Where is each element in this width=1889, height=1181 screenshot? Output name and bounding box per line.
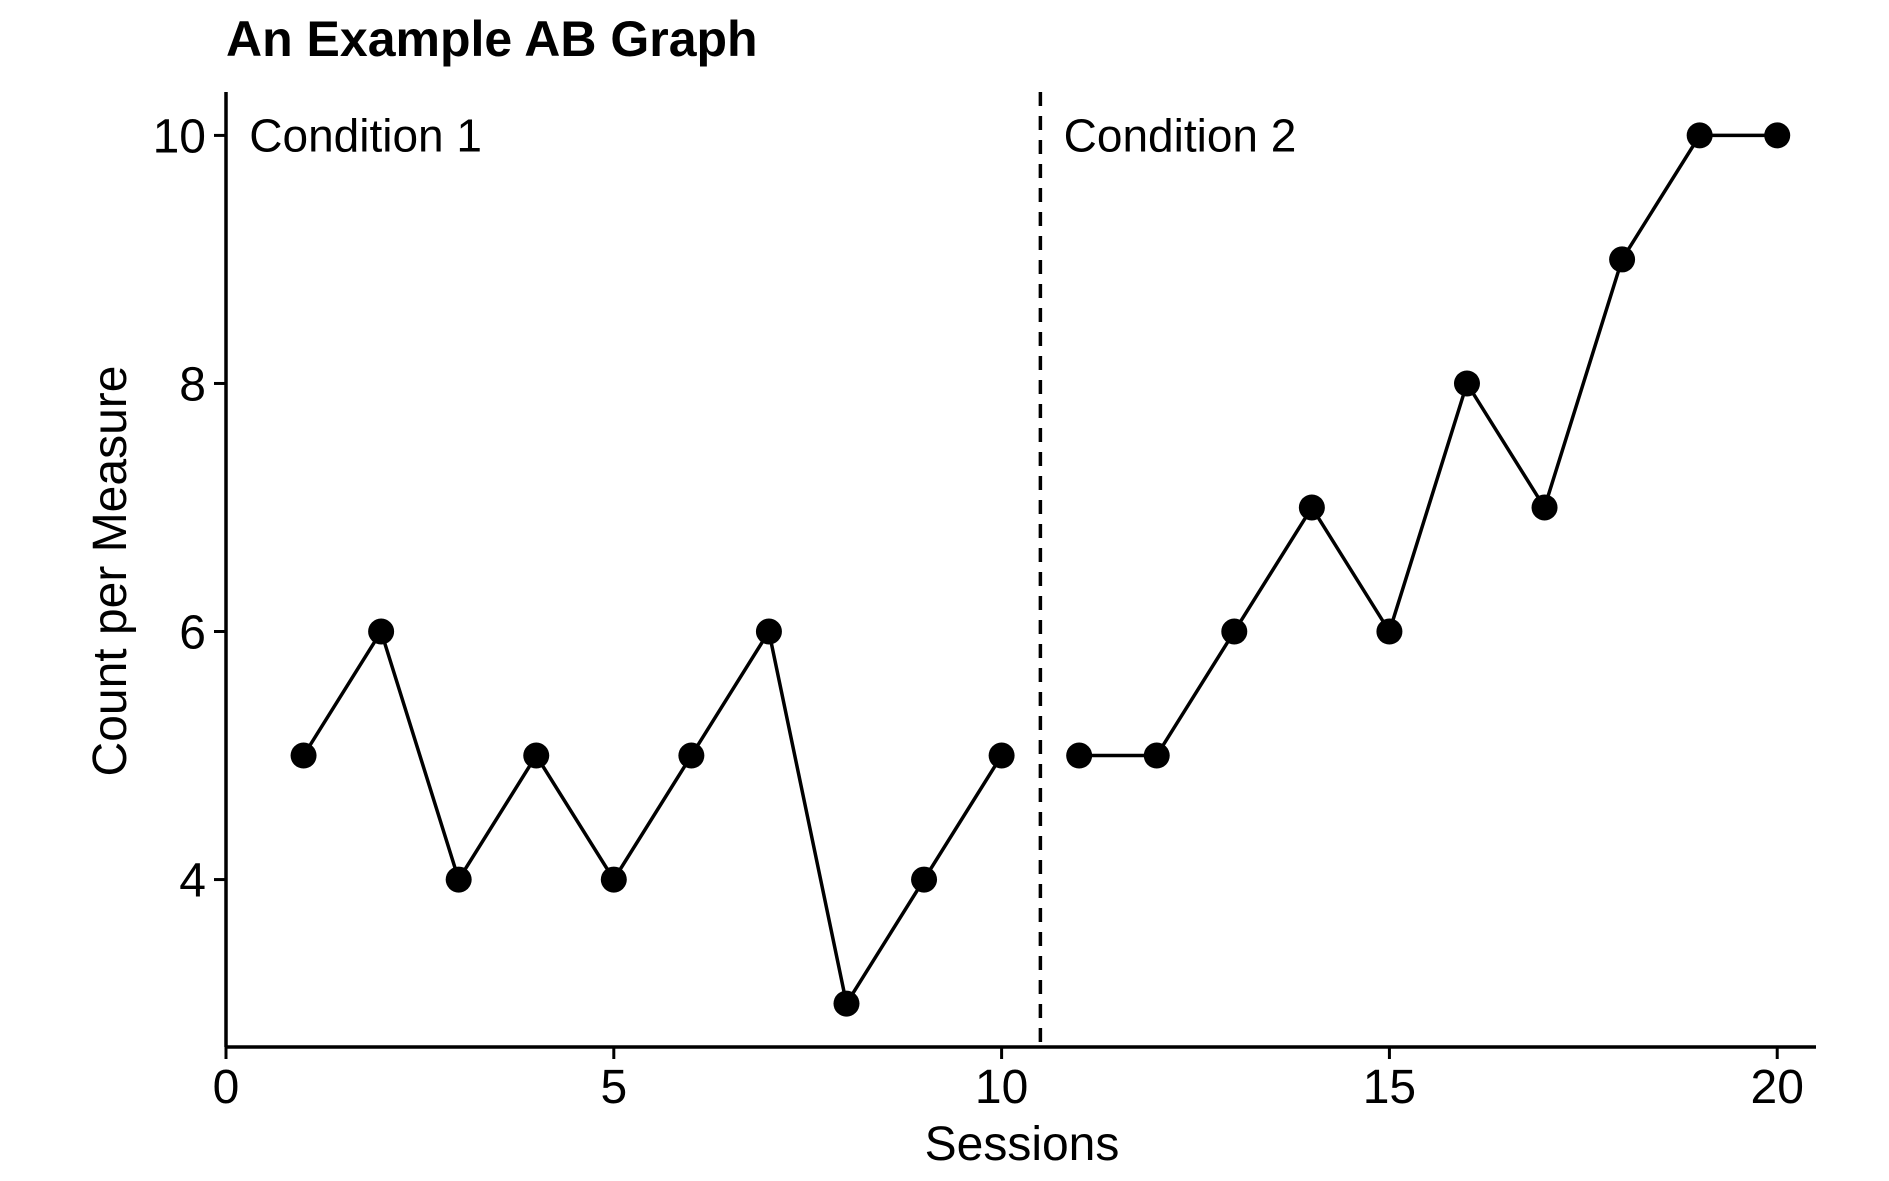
x-tick-label: 15 (1363, 1061, 1416, 1114)
chart-title: An Example AB Graph (226, 11, 758, 67)
data-point (911, 866, 938, 893)
data-point (833, 990, 860, 1017)
data-point (368, 618, 395, 645)
x-tick-label: 10 (975, 1061, 1028, 1114)
y-tick-label: 6 (179, 607, 206, 660)
data-point (678, 742, 705, 769)
x-tick-label: 0 (213, 1061, 240, 1114)
data-point (1066, 742, 1093, 769)
y-axis-label: Count per Measure (84, 366, 137, 777)
y-tick-label: 8 (179, 358, 206, 411)
phase-label: Condition 2 (1064, 109, 1297, 161)
data-point (290, 742, 317, 769)
series-line (302, 629, 1004, 1006)
x-tick-label: 20 (1751, 1061, 1804, 1114)
data-point (600, 866, 627, 893)
x-tick-label: 5 (600, 1061, 627, 1114)
data-point (523, 742, 550, 769)
data-point (755, 618, 782, 645)
y-tick-label: 10 (153, 110, 206, 163)
phase-label: Condition 1 (249, 109, 482, 161)
data-point (988, 742, 1015, 769)
data-point (445, 866, 472, 893)
y-tick-label: 4 (179, 855, 206, 908)
data-point (1221, 618, 1248, 645)
data-point (1764, 122, 1791, 149)
x-axis-label: Sessions (925, 1118, 1120, 1171)
data-point (1531, 494, 1558, 521)
data-point (1453, 370, 1480, 397)
data-point (1376, 618, 1403, 645)
data-point (1609, 246, 1636, 273)
series-line (1079, 133, 1778, 758)
data-point (1298, 494, 1325, 521)
plot-area: 4 6 8 10 0 5 10 15 20 Condition 1 Condition 2 (153, 92, 1816, 1114)
data-point (1686, 122, 1713, 149)
data-point (1143, 742, 1170, 769)
